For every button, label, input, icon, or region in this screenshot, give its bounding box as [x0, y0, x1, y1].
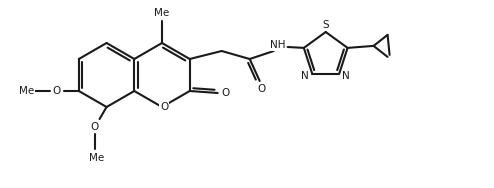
- Text: O: O: [53, 86, 61, 96]
- Text: NH: NH: [270, 40, 286, 50]
- Text: S: S: [323, 20, 329, 30]
- Text: N: N: [342, 71, 350, 81]
- Text: O: O: [222, 88, 230, 98]
- Text: O: O: [160, 102, 168, 112]
- Text: Me: Me: [154, 8, 169, 18]
- Text: N: N: [301, 71, 309, 81]
- Text: O: O: [257, 84, 266, 94]
- Text: Me: Me: [19, 86, 35, 96]
- Text: O: O: [90, 122, 99, 132]
- Text: Me: Me: [89, 153, 104, 163]
